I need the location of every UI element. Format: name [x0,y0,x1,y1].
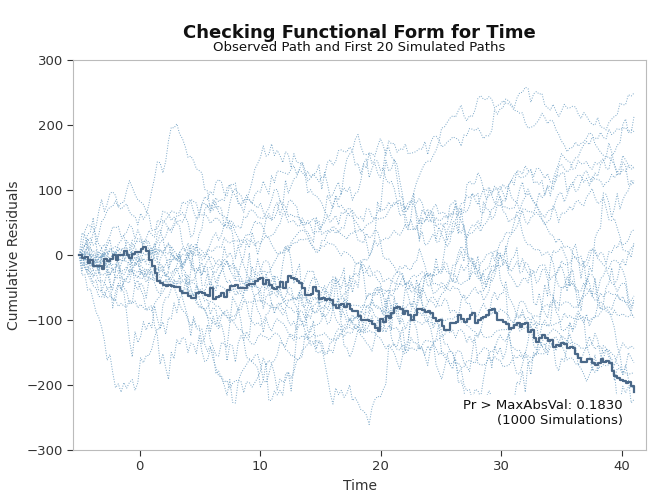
X-axis label: Time: Time [342,479,377,493]
Text: Pr > MaxAbsVal: 0.1830
(1000 Simulations): Pr > MaxAbsVal: 0.1830 (1000 Simulations… [464,398,623,426]
Y-axis label: Cumulative Residuals: Cumulative Residuals [7,180,21,330]
Text: Observed Path and First 20 Simulated Paths: Observed Path and First 20 Simulated Pat… [213,41,506,54]
Text: Checking Functional Form for Time: Checking Functional Form for Time [183,24,536,42]
